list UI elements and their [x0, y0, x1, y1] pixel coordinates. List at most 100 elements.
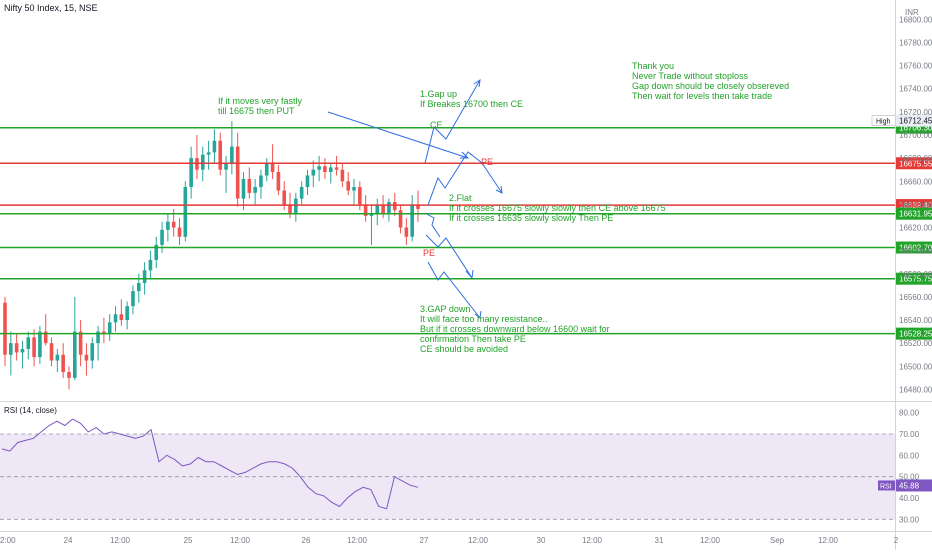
- candle-body: [340, 169, 345, 182]
- candle-body: [369, 213, 374, 216]
- candle-body: [328, 167, 333, 173]
- candle-body: [113, 314, 118, 323]
- candle-body: [294, 198, 298, 214]
- symbol-title[interactable]: Nifty 50 Index, 15, NSE: [4, 3, 98, 13]
- pe-label-upper: PE: [481, 157, 494, 167]
- thanks-note: Thank you Never Trade without stoploss G…: [632, 61, 790, 101]
- candle-body: [235, 146, 240, 199]
- price-tick-label: 16500.00: [899, 362, 932, 371]
- candle-body: [358, 187, 362, 205]
- rsi-indicator-label[interactable]: RSI (14, close): [4, 406, 57, 415]
- time-tick-label: 12:00: [230, 536, 251, 545]
- candle-body: [264, 162, 269, 176]
- flat-up-arrow: [427, 151, 503, 206]
- gap-down-arrowhead-b: [474, 310, 482, 319]
- rsi-tick-label: 70.00: [899, 430, 920, 439]
- rsi-tick-label: 50.00: [899, 473, 920, 482]
- high-label: High: [876, 119, 891, 126]
- candle-body: [67, 372, 71, 378]
- candle-body: [398, 210, 403, 228]
- candle-body: [317, 166, 321, 170]
- gap-down-note: 3.GAP down It will face too many resista…: [420, 304, 610, 354]
- candle-body: [276, 172, 281, 191]
- candle-body: [247, 178, 252, 193]
- candle-body: [183, 187, 188, 237]
- price-tick-label: 16800.00: [899, 15, 932, 24]
- candle-body: [148, 259, 153, 271]
- put-arrowhead: [460, 151, 470, 159]
- price-tick-label: 16720.00: [899, 108, 932, 117]
- candle-body: [3, 302, 7, 355]
- time-tick-label: 12:00: [347, 536, 368, 545]
- candle-body: [270, 162, 275, 173]
- candle-body: [26, 337, 31, 349]
- gap-up-note: 1.Gap up If Breakes 16700 then CE: [420, 89, 524, 109]
- rsi-value-tag: [896, 479, 932, 492]
- candle-body: [375, 204, 380, 214]
- candle-body: [206, 152, 211, 155]
- candle-body: [136, 283, 141, 292]
- candle-body: [43, 331, 48, 344]
- gap-down-arrow-b: [427, 261, 481, 319]
- candle-body: [119, 314, 124, 321]
- time-tick-label: 31: [655, 536, 664, 545]
- price-tick-label: 16700.00: [899, 131, 932, 140]
- time-tick-label: 27: [420, 536, 429, 545]
- price-level-value: 16575.75: [899, 275, 932, 284]
- time-tick-label: 12:00: [818, 536, 839, 545]
- candle-body: [38, 331, 42, 358]
- time-tick-label: 2:00: [0, 536, 16, 545]
- time-tick-label: 12:00: [700, 536, 721, 545]
- flat-down-arrow: [424, 212, 441, 238]
- price-tick-label: 16600.00: [899, 247, 932, 256]
- put-note: If it moves very fastly till 16675 then …: [218, 96, 303, 116]
- candle-body: [288, 204, 292, 214]
- put-arrow: [327, 111, 469, 159]
- price-level-value: 16528.25: [899, 330, 932, 339]
- price-tick-label: 16540.00: [899, 316, 932, 325]
- candle-body: [20, 348, 25, 353]
- candle-body: [96, 331, 100, 344]
- price-tick-label: 16680.00: [899, 154, 932, 163]
- rsi-tick-label: 60.00: [899, 451, 920, 460]
- candle-body: [32, 337, 36, 358]
- rsi-tag: [878, 480, 896, 491]
- candle-body: [387, 202, 391, 214]
- candle-body: [166, 221, 170, 230]
- rsi-tick-label: 80.00: [899, 409, 920, 418]
- candle-body: [410, 204, 414, 237]
- price-level-value: 16706.30: [899, 124, 932, 133]
- candle-body: [49, 343, 54, 361]
- price-level-value: 16639.40: [899, 201, 932, 210]
- price-level-value: 16602.70: [899, 244, 932, 253]
- price-level-tag: [896, 327, 932, 340]
- price-level-tag: [896, 207, 932, 220]
- price-tick-label: 16580.00: [899, 270, 932, 279]
- time-tick-label: 26: [302, 536, 311, 545]
- candle-body: [189, 158, 193, 188]
- price-level-tag: [896, 157, 932, 170]
- time-tick-label: 12:00: [110, 536, 131, 545]
- candle-body: [177, 227, 182, 237]
- rsi-line: [1, 418, 419, 510]
- candle-body: [61, 354, 65, 373]
- candle-body: [90, 343, 95, 361]
- price-tick-label: 16560.00: [899, 293, 932, 302]
- rsi-tag-label: RSI: [880, 483, 892, 490]
- candle-body: [241, 178, 246, 199]
- price-tick-label: 16640.00: [899, 200, 932, 209]
- price-level-tag: [896, 241, 932, 254]
- candle-body: [282, 190, 287, 205]
- candle-body: [218, 140, 223, 170]
- candle-body: [14, 343, 19, 353]
- gap-up-arrow: [424, 79, 481, 164]
- high-value-tag: [896, 114, 932, 127]
- candle-body: [55, 354, 60, 361]
- candle-body: [131, 291, 135, 307]
- high-value: 16712.45: [899, 117, 932, 126]
- price-tick-label: 16480.00: [899, 385, 932, 394]
- candle-body: [363, 204, 368, 216]
- candle-body: [154, 244, 159, 260]
